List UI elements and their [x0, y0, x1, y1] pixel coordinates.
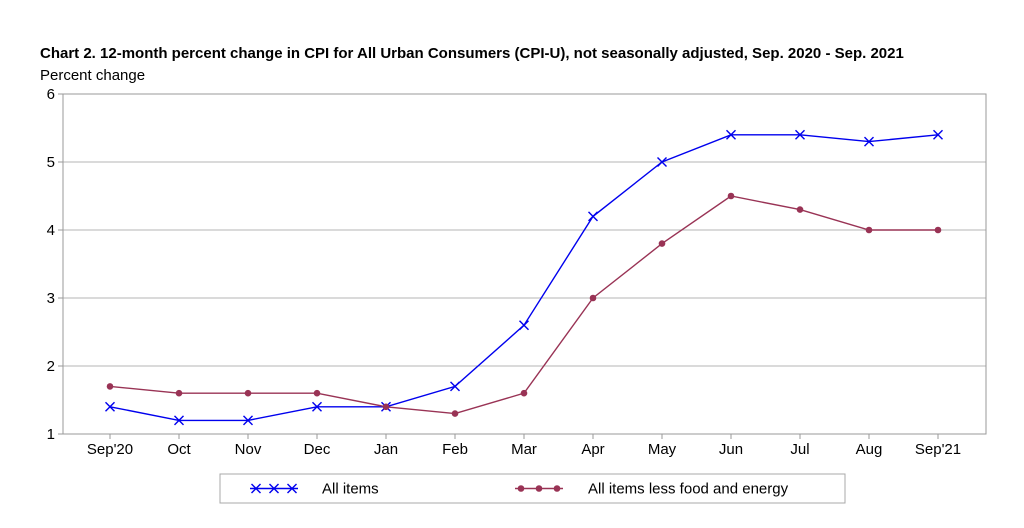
point-0-1-stroke-b: [174, 415, 184, 426]
y-tick-label-5: 5: [47, 154, 55, 171]
y-tick-label-2: 2: [47, 358, 55, 375]
y-tick-label-3: 3: [47, 290, 55, 307]
point-1-8: [658, 240, 666, 247]
point-0-11-stroke-b: [864, 136, 874, 147]
point-0-2-stroke-b: [243, 415, 253, 426]
x-tick-label-1: Oct: [167, 441, 191, 458]
point-1-1: [175, 389, 183, 397]
legend-label-1: All items less food and energy: [588, 481, 789, 498]
chart-title: Chart 2. 12-month percent change in CPI …: [40, 45, 904, 62]
point-1-0: [106, 383, 114, 390]
point-0-3-stroke-b: [312, 401, 322, 412]
point-0-8-stroke-b: [657, 157, 667, 167]
legend-marker-1-0: [517, 485, 525, 492]
legend-marker-0-2: [287, 483, 297, 494]
point-1-2: [244, 389, 252, 397]
x-tick-label-12: Sep'21: [915, 441, 961, 458]
point-0-0-stroke-b: [105, 401, 115, 412]
point-0-10: [795, 129, 805, 140]
point-1-11: [865, 226, 873, 234]
point-1-7: [589, 294, 597, 302]
legend: All items All items less food and energy: [219, 473, 846, 504]
point-0-5-stroke-b: [450, 381, 460, 392]
point-1-5: [451, 410, 459, 417]
point-1-6: [520, 389, 528, 397]
x-tick-label-7: Apr: [581, 441, 604, 458]
legend-marker-0-2-stroke-b: [287, 483, 297, 494]
point-0-6: [519, 320, 529, 331]
legend-marker-1-2: [553, 485, 561, 492]
legend-entry-1: All items less food and energy: [515, 481, 789, 498]
point-0-7: [588, 211, 598, 222]
point-1-12: [934, 226, 942, 234]
series-0: [105, 129, 943, 426]
x-axis-ticks: Sep'20 Oct Nov Dec Jan Feb Mar Apr May Jun Jul Aug S…: [87, 434, 961, 458]
point-1-3: [313, 389, 321, 397]
point-0-12: [933, 129, 943, 140]
x-tick-label-6: Mar: [511, 441, 537, 458]
gridlines: [63, 161, 986, 367]
point-0-3: [312, 401, 322, 412]
point-0-6-stroke-b: [519, 320, 529, 331]
x-tick-label-5: Feb: [442, 441, 468, 458]
point-0-0: [105, 401, 115, 412]
point-1-10: [796, 206, 804, 213]
x-tick-label-10: Jul: [790, 441, 809, 458]
legend-marker-0-0: [251, 483, 261, 494]
x-tick-label-11: Aug: [856, 441, 883, 458]
x-tick-label-8: May: [648, 441, 677, 458]
point-0-1: [174, 415, 184, 426]
point-1-4: [382, 403, 390, 411]
point-0-9-stroke-b: [726, 129, 736, 140]
x-tick-label-4: Jan: [374, 441, 398, 458]
series-1: [106, 192, 942, 417]
point-0-11: [864, 136, 874, 147]
y-tick-label-6: 6: [47, 86, 55, 103]
point-0-7-stroke-b: [588, 211, 598, 222]
legend-marker-1-1: [535, 485, 543, 492]
legend-marker-0-0-stroke-b: [251, 483, 261, 494]
x-tick-label-2: Nov: [235, 441, 262, 458]
legend-entry-0: All items: [250, 481, 379, 498]
point-0-2: [243, 415, 253, 426]
y-axis-label: Percent change: [40, 67, 146, 84]
series-layer: [105, 129, 943, 426]
x-tick-label-0: Sep'20: [87, 441, 133, 458]
y-tick-label-1: 1: [47, 426, 55, 443]
point-0-12-stroke-b: [933, 129, 943, 140]
point-1-9: [727, 192, 735, 200]
y-axis-ticks: 1 2 3 4 5 6: [47, 86, 63, 443]
legend-marker-0-1: [269, 483, 279, 494]
y-tick-label-4: 4: [47, 222, 55, 239]
point-0-9: [726, 129, 736, 140]
series-line-0: [109, 134, 939, 422]
x-tick-label-3: Dec: [304, 441, 331, 458]
plot-area-frame: [62, 93, 987, 435]
point-0-10-stroke-b: [795, 129, 805, 140]
x-tick-label-9: Jun: [719, 441, 743, 458]
point-0-8: [657, 157, 667, 167]
point-0-5: [450, 381, 460, 392]
legend-marker-0-1-stroke-b: [269, 483, 279, 494]
legend-label-0: All items: [322, 481, 379, 498]
series-line-1: [109, 195, 938, 415]
